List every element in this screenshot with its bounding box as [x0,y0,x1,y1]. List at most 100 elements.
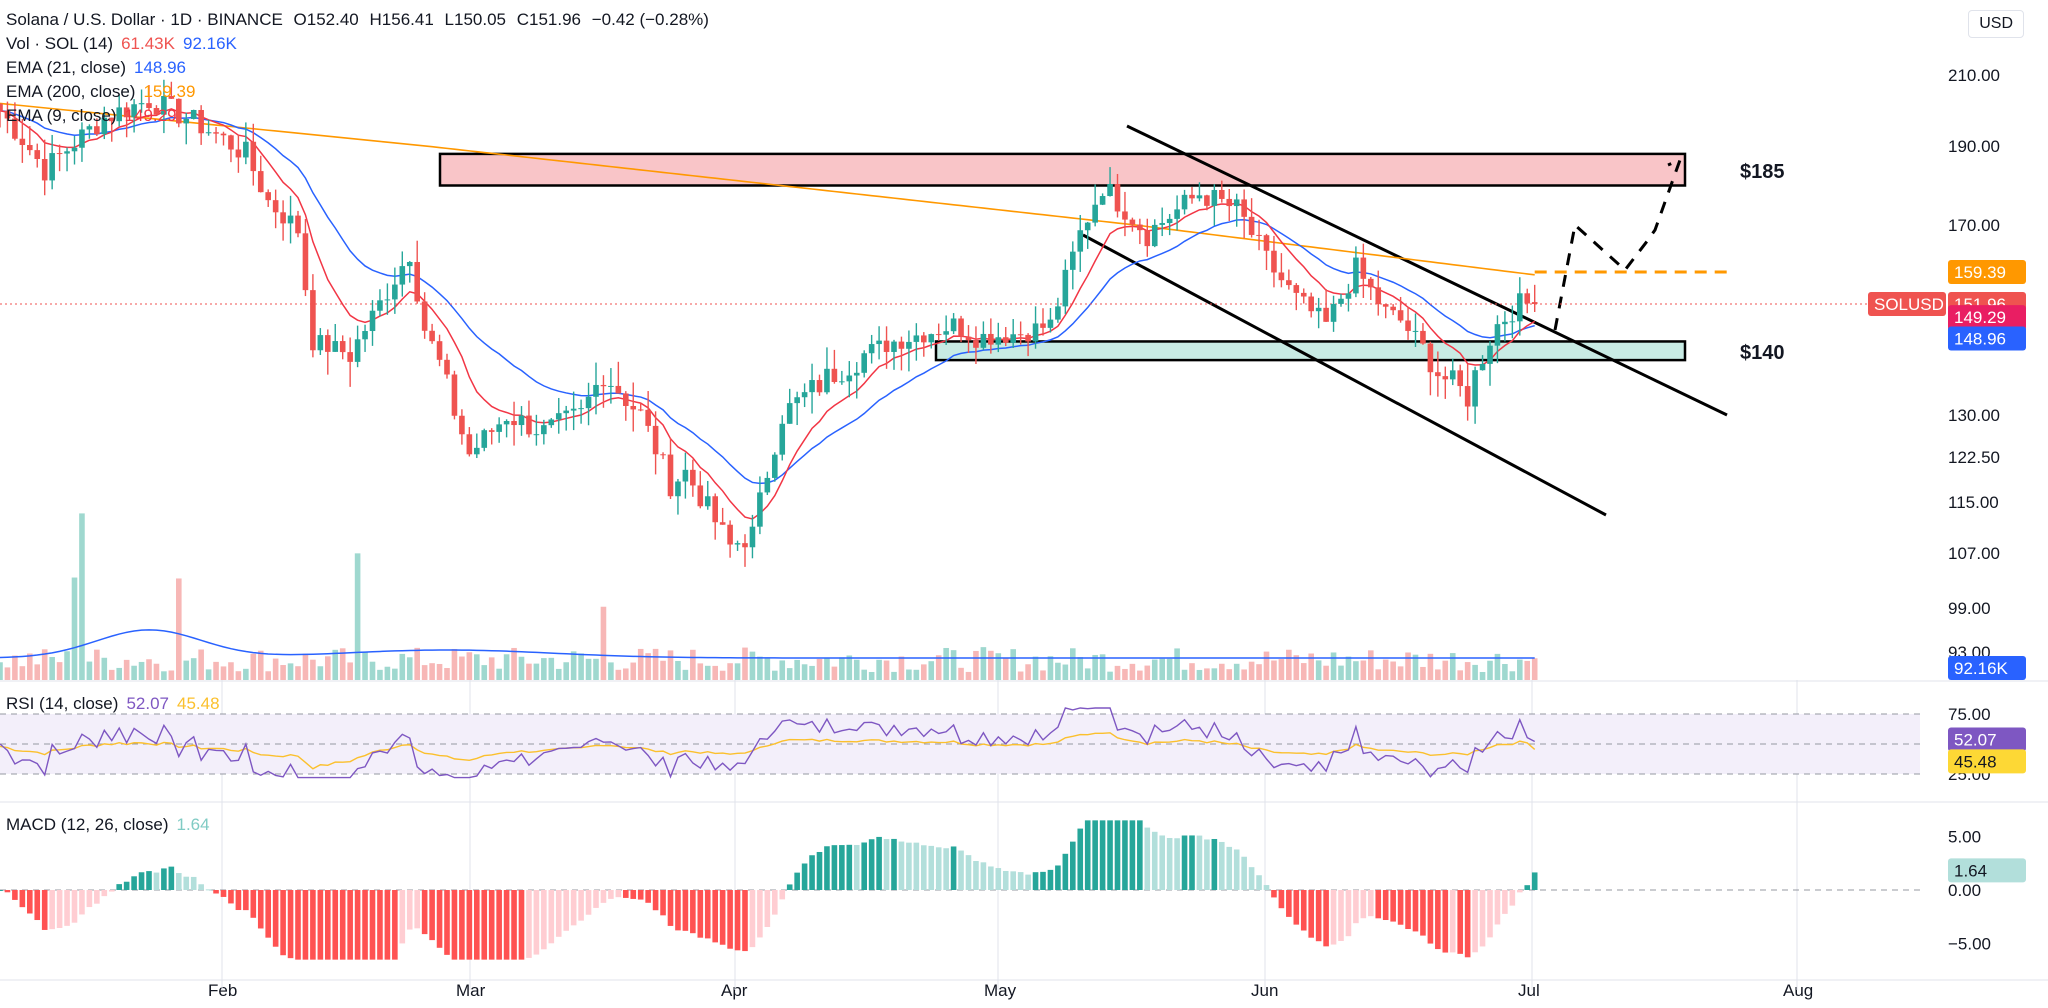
candle-body [347,352,353,362]
candle-body [1300,292,1307,297]
candle-body [123,107,130,118]
candle-body [1487,345,1493,364]
macd-histogram-bar [1204,839,1210,890]
macd-histogram-bar [548,890,555,944]
volume-bar [1449,653,1456,680]
macd-histogram-bar [354,890,361,960]
macd-histogram-bar [1278,890,1285,909]
volume-bar [973,650,979,680]
macd-histogram-bar [1338,890,1344,941]
volume-bar [101,657,108,680]
volume-bar [690,649,696,680]
ema21-legend[interactable]: EMA (21, close) 148.96 [6,56,245,80]
candle-body [4,110,11,119]
macd-histogram-bar [205,889,212,891]
macd-histogram-bar [451,890,458,960]
macd-histogram-bar [1397,890,1404,925]
macd-histogram-bar [585,890,592,915]
volume-bar [615,669,622,680]
macd-histogram-bar [1062,853,1069,890]
macd-histogram-bar [64,890,70,926]
macd-histogram-bar [0,890,3,891]
volume-bar [1233,663,1240,680]
candle-body [146,103,152,109]
volume-bar [921,664,927,680]
volume-bar [1174,648,1180,680]
macd-histogram-bar [1099,820,1106,890]
macd-histogram-bar [19,890,26,908]
ema21-price-tag: 148.96 [1948,326,2026,351]
volume-bar [369,661,376,680]
volume-bar [1137,670,1143,680]
macd-histogram-bar [727,890,733,949]
volume-bar [764,658,771,680]
candle-body [0,103,3,111]
volume-bar [1166,658,1173,680]
candle-body [697,485,704,507]
ema200-legend[interactable]: EMA (200, close) 159.39 [6,80,245,104]
candle-body [749,526,756,548]
macd-histogram-bar [4,890,11,893]
volume-bar [1062,664,1069,680]
macd-histogram-bar [123,881,130,890]
macd-histogram-bar [1412,890,1419,932]
macd-histogram-bar [608,890,614,899]
macd-histogram-bar [1345,890,1352,937]
volume-bar [310,659,316,680]
candle-body [406,261,413,267]
macd-histogram-bar [332,890,339,960]
price-axis-tick: 115.00 [1948,493,1999,512]
candle-body [965,336,972,341]
currency-button[interactable]: USD [1968,10,2024,38]
volume-bar [94,649,100,680]
macd-histogram-bar [1286,890,1292,917]
volume-bar [108,669,115,680]
vol-legend[interactable]: Vol · SOL (14) 61.43K 92.16K [6,32,245,56]
rsi-legend[interactable]: RSI (14, close) 52.07 45.48 [6,692,228,716]
rsi-ma-line [0,732,1536,770]
macd-histogram-bar [1517,890,1523,893]
candle-body [794,397,800,404]
ema200-label: EMA (200, close) [6,82,136,101]
macd-histogram-bar [1330,890,1337,945]
volume-bar [988,650,994,680]
macd-histogram-bar [637,890,644,900]
volume-bar [883,660,890,680]
macd-histogram-bar [839,845,845,890]
volume-bar [1144,665,1151,680]
macd-histogram-bar [1464,890,1471,958]
candle-body [392,284,398,300]
symbol-ohlc-legend: Solana / U.S. Dollar · 1D · BINANCE O152… [6,10,715,30]
time-axis-tick: May [984,981,1017,1000]
volume-bar [1427,653,1434,680]
ema200-price-tag: 159.39 [1948,260,2026,284]
candle-body [757,492,763,527]
volume-bar [198,649,204,680]
volume-bar [1517,659,1523,680]
candle-body [1174,209,1180,219]
macd-histogram-bar [399,890,406,944]
ema9-legend[interactable]: EMA (9, close) 149.29 [6,104,245,128]
candle-body [1062,269,1069,307]
volume-bar [712,665,718,680]
macd-histogram-bar [503,890,510,960]
macd-histogram-bar [1122,820,1128,890]
macd-histogram-bar [913,842,920,890]
ema21-price-tag-text: 148.96 [1954,330,2006,349]
macd-histogram-bar [235,890,242,911]
candle-body [198,109,204,134]
volume-bar [354,553,361,680]
macd-histogram-bar [950,846,957,890]
candle-body [988,333,994,345]
vol-label: Vol · SOL (14) [6,34,114,53]
candle-body [12,118,18,139]
macd-histogram-bar [1479,890,1486,947]
candle-body [995,337,1002,345]
candle-body [853,372,860,376]
volume-bar [123,659,130,680]
candle-body [1390,306,1396,311]
volume-bar [846,655,853,680]
macd-legend[interactable]: MACD (12, 26, close) 1.64 [6,813,218,837]
macd-histogram-bar [362,890,368,960]
